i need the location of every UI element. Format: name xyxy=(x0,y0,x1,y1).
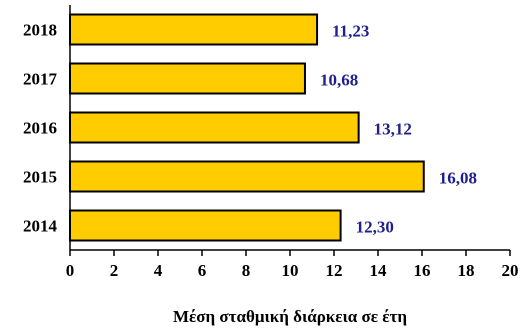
x-tick-label-12: 12 xyxy=(326,261,343,280)
value-label-2018: 11,23 xyxy=(332,22,369,41)
bar-2018 xyxy=(69,13,319,46)
bar-2015 xyxy=(69,160,425,193)
x-tick-label-20: 20 xyxy=(502,261,519,280)
value-label-2016: 13,12 xyxy=(374,120,412,139)
x-tick-label-18: 18 xyxy=(458,261,475,280)
x-tick-label-14: 14 xyxy=(370,261,388,280)
x-tick-label-10: 10 xyxy=(282,261,299,280)
category-label-2017: 2017 xyxy=(23,70,58,89)
value-label-2014: 12,30 xyxy=(356,218,394,237)
value-label-2015: 16,08 xyxy=(439,169,477,188)
category-label-2015: 2015 xyxy=(23,168,57,187)
x-tick-label-4: 4 xyxy=(154,261,163,280)
x-tick-label-8: 8 xyxy=(242,261,251,280)
category-label-2018: 2018 xyxy=(23,21,57,40)
x-axis-title: Μέση σταθμική διάρκεια σε έτη xyxy=(173,307,407,326)
category-label-2014: 2014 xyxy=(23,217,58,236)
category-label-2016: 2016 xyxy=(23,119,57,138)
x-tick-label-0: 0 xyxy=(66,261,75,280)
x-tick-label-16: 16 xyxy=(414,261,431,280)
bars-group xyxy=(69,13,425,242)
bar-2017 xyxy=(69,62,306,95)
value-label-2017: 10,68 xyxy=(320,71,358,90)
value-labels: 11,23 10,68 13,12 16,08 12,30 xyxy=(320,22,477,237)
x-tick-label-6: 6 xyxy=(198,261,207,280)
bar-2016 xyxy=(69,111,360,144)
x-axis-ticks: 0 2 4 6 8 10 12 14 16 18 20 xyxy=(66,250,519,280)
x-tick-label-2: 2 xyxy=(110,261,119,280)
category-labels: 2018 2017 2016 2015 2014 xyxy=(23,21,58,236)
bar-2014 xyxy=(69,209,342,242)
